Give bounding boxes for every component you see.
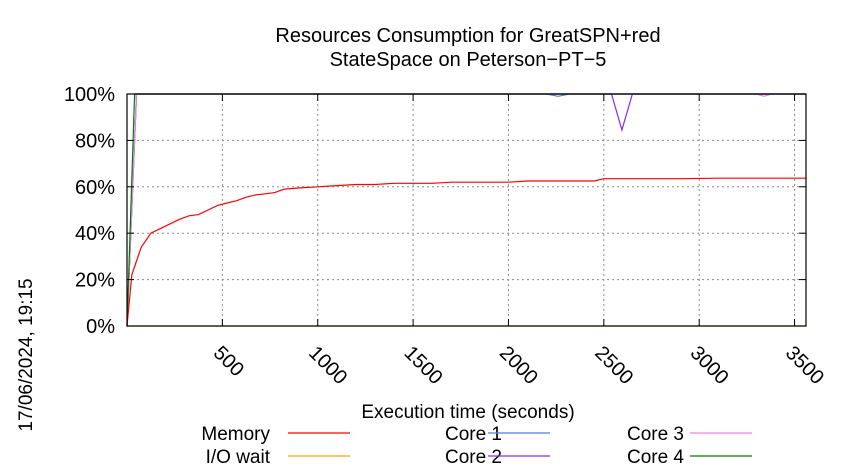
series-line-core-2 [126, 93, 806, 327]
x-tick-label: 3000 [686, 342, 733, 389]
legend-label: I/O wait [206, 447, 271, 468]
x-axis-label: Execution time (seconds) [361, 402, 574, 423]
timestamp: 17/06/2024, 19:15 [16, 278, 37, 431]
y-tick-label: 100% [64, 84, 115, 106]
y-tick-label: 0% [86, 316, 115, 338]
x-tick-label: 1000 [304, 342, 351, 389]
legend-item: Memory [201, 424, 350, 445]
legend-label: Core 4 [627, 447, 684, 468]
y-axis-ticks: 0% 20% 40% 60% 80% 100% [64, 84, 806, 338]
y-tick-label: 40% [75, 223, 115, 245]
legend-item: Core 1 [445, 424, 550, 445]
series-line-core-4 [126, 93, 806, 327]
x-tick-label: 2000 [495, 342, 542, 389]
legend-item: Core 3 [627, 424, 752, 445]
y-tick-label: 80% [75, 130, 115, 152]
chart-title-line-1: Resources Consumption for GreatSPN+red [275, 25, 660, 47]
legend-label: Memory [201, 424, 270, 445]
series-line-core-1 [126, 93, 806, 327]
legend-item: Core 2 [445, 447, 550, 468]
legend-label: Core 2 [445, 447, 502, 468]
series-line-memory [126, 177, 806, 327]
series-lines [126, 93, 806, 327]
y-tick-label: 60% [75, 177, 115, 199]
x-tick-label: 1500 [400, 342, 447, 389]
plot-frame [126, 93, 807, 327]
legend-label: Core 1 [445, 424, 502, 445]
chart-title-line-2: StateSpace on Peterson−PT−5 [330, 49, 607, 71]
legend-item: Core 4 [627, 447, 752, 468]
x-tick-label: 2500 [590, 342, 637, 389]
x-tick-label: 500 [209, 342, 248, 381]
legend-item: I/O wait [206, 447, 350, 468]
x-axis-ticks: 500 1000 1500 2000 2500 3000 3500 [209, 94, 828, 389]
series-line-core-3 [126, 93, 806, 327]
y-tick-label: 20% [75, 270, 115, 292]
legend-label: Core 3 [627, 424, 684, 445]
x-tick-label: 3500 [781, 342, 828, 389]
grid-lines [127, 94, 806, 326]
